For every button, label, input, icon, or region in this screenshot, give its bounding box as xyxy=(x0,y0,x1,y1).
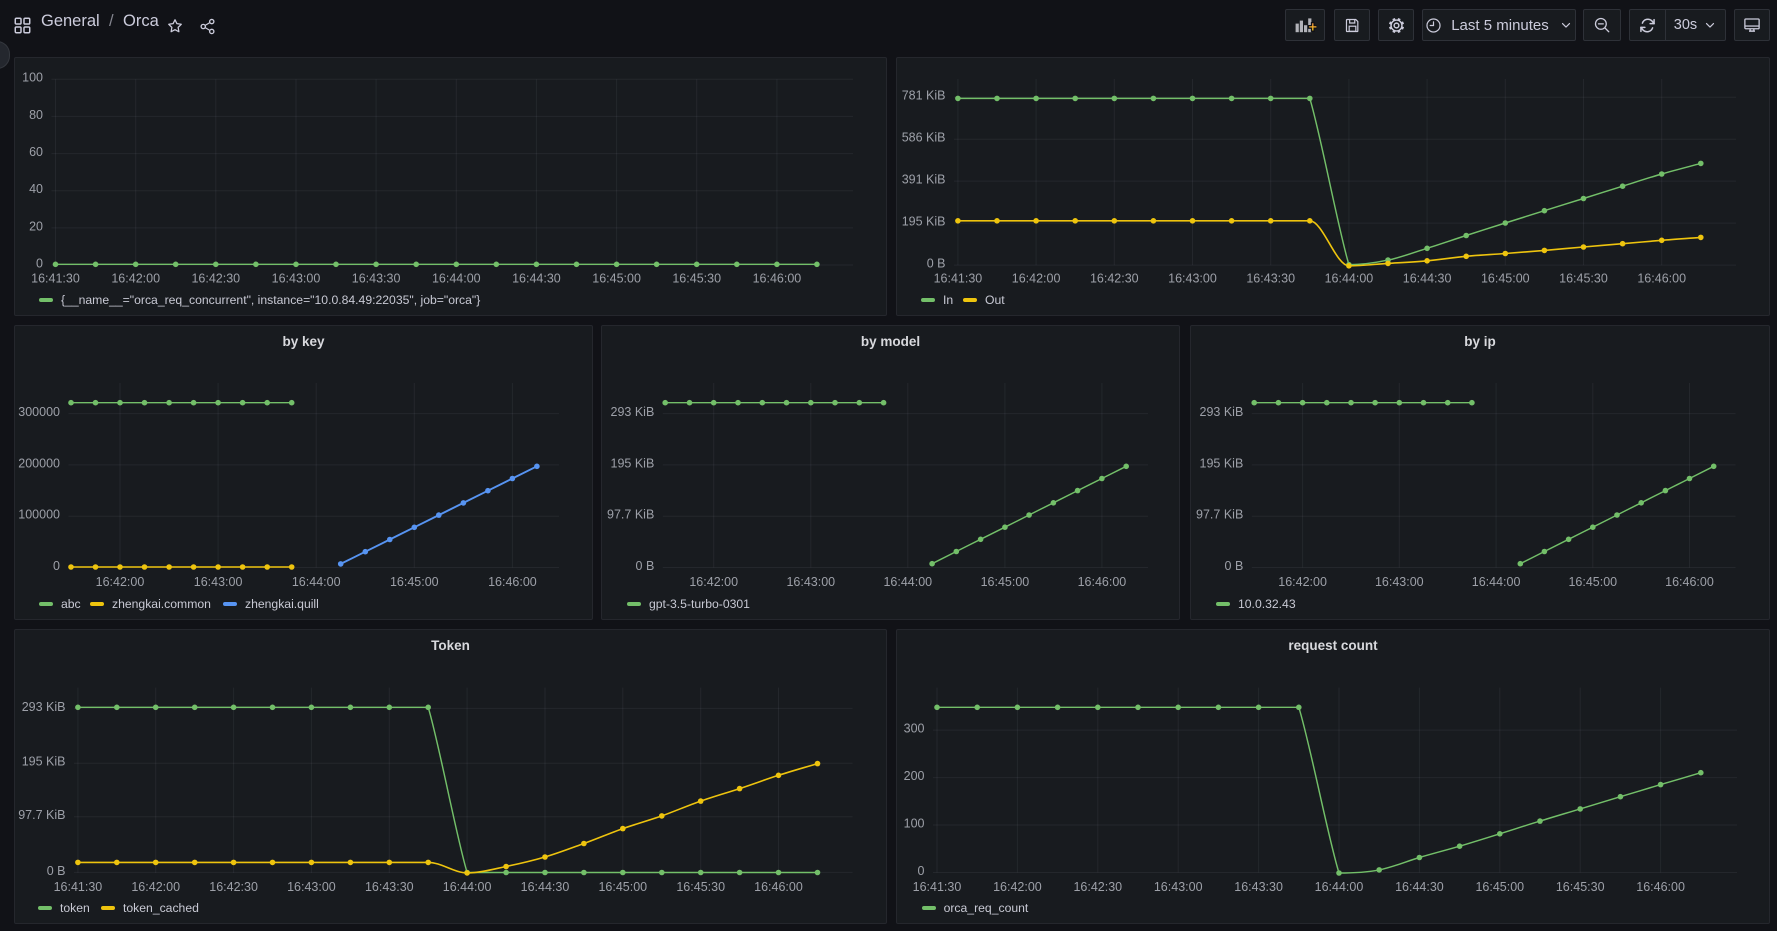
svg-text:16:46:00: 16:46:00 xyxy=(753,271,802,285)
svg-text:16:43:30: 16:43:30 xyxy=(1234,880,1283,894)
svg-text:16:44:30: 16:44:30 xyxy=(512,271,561,285)
svg-text:293 KiB: 293 KiB xyxy=(22,700,66,714)
svg-text:16:45:30: 16:45:30 xyxy=(1556,880,1605,894)
svg-text:16:44:00: 16:44:00 xyxy=(432,271,481,285)
svg-text:16:44:00: 16:44:00 xyxy=(1325,271,1374,285)
svg-text:16:43:30: 16:43:30 xyxy=(365,880,414,894)
svg-text:391 KiB: 391 KiB xyxy=(902,173,946,187)
svg-text:16:42:30: 16:42:30 xyxy=(209,880,258,894)
svg-text:16:41:30: 16:41:30 xyxy=(913,880,962,894)
svg-text:293 KiB: 293 KiB xyxy=(611,405,655,419)
svg-text:195 KiB: 195 KiB xyxy=(1200,456,1244,470)
svg-text:16:46:00: 16:46:00 xyxy=(1078,575,1127,589)
svg-text:16:45:00: 16:45:00 xyxy=(1568,575,1617,589)
svg-text:100000: 100000 xyxy=(18,508,60,522)
svg-text:16:42:00: 16:42:00 xyxy=(993,880,1042,894)
svg-text:97.7 KiB: 97.7 KiB xyxy=(607,508,654,522)
svg-text:16:42:00: 16:42:00 xyxy=(111,271,160,285)
svg-text:80: 80 xyxy=(29,108,43,122)
svg-text:16:46:00: 16:46:00 xyxy=(1637,271,1686,285)
svg-text:16:41:30: 16:41:30 xyxy=(31,271,80,285)
svg-text:16:46:00: 16:46:00 xyxy=(488,575,537,589)
svg-text:200000: 200000 xyxy=(18,456,60,470)
svg-text:16:46:00: 16:46:00 xyxy=(1636,880,1685,894)
svg-text:16:46:00: 16:46:00 xyxy=(1665,575,1714,589)
svg-text:195 KiB: 195 KiB xyxy=(22,755,66,769)
svg-text:16:44:00: 16:44:00 xyxy=(883,575,932,589)
svg-text:0 B: 0 B xyxy=(1225,559,1244,573)
svg-text:16:44:00: 16:44:00 xyxy=(443,880,492,894)
svg-text:16:43:00: 16:43:00 xyxy=(1375,575,1424,589)
svg-text:16:42:30: 16:42:30 xyxy=(1073,880,1122,894)
svg-text:20: 20 xyxy=(29,219,43,233)
svg-text:16:44:30: 16:44:30 xyxy=(521,880,570,894)
svg-text:16:44:30: 16:44:30 xyxy=(1395,880,1444,894)
svg-text:586 KiB: 586 KiB xyxy=(902,131,946,145)
svg-text:16:43:00: 16:43:00 xyxy=(194,575,243,589)
svg-text:16:45:30: 16:45:30 xyxy=(1559,271,1608,285)
svg-text:195 KiB: 195 KiB xyxy=(611,456,655,470)
svg-text:0: 0 xyxy=(36,256,43,270)
svg-text:16:43:00: 16:43:00 xyxy=(1168,271,1217,285)
svg-text:16:42:00: 16:42:00 xyxy=(131,880,180,894)
svg-text:16:45:00: 16:45:00 xyxy=(1481,271,1530,285)
svg-text:16:45:00: 16:45:00 xyxy=(981,575,1030,589)
svg-text:200: 200 xyxy=(904,769,925,783)
svg-text:0 B: 0 B xyxy=(636,559,655,573)
svg-text:293 KiB: 293 KiB xyxy=(1200,405,1244,419)
svg-text:300: 300 xyxy=(904,722,925,736)
svg-text:0: 0 xyxy=(53,559,60,573)
svg-text:16:45:30: 16:45:30 xyxy=(676,880,725,894)
svg-text:16:42:00: 16:42:00 xyxy=(96,575,145,589)
svg-text:16:43:00: 16:43:00 xyxy=(287,880,336,894)
svg-text:16:42:00: 16:42:00 xyxy=(689,575,738,589)
svg-text:300000: 300000 xyxy=(18,405,60,419)
svg-text:16:43:00: 16:43:00 xyxy=(272,271,321,285)
svg-text:16:41:30: 16:41:30 xyxy=(54,880,103,894)
svg-text:16:45:00: 16:45:00 xyxy=(592,271,641,285)
svg-text:40: 40 xyxy=(29,182,43,196)
svg-text:16:42:30: 16:42:30 xyxy=(1090,271,1139,285)
svg-text:16:45:30: 16:45:30 xyxy=(672,271,721,285)
svg-text:16:44:00: 16:44:00 xyxy=(292,575,341,589)
svg-text:0: 0 xyxy=(918,864,925,878)
svg-text:60: 60 xyxy=(29,145,43,159)
svg-text:97.7 KiB: 97.7 KiB xyxy=(1196,508,1243,522)
svg-text:16:44:30: 16:44:30 xyxy=(1403,271,1452,285)
svg-text:97.7 KiB: 97.7 KiB xyxy=(18,808,65,822)
svg-text:781 KiB: 781 KiB xyxy=(902,89,946,103)
svg-text:16:44:00: 16:44:00 xyxy=(1472,575,1521,589)
svg-text:16:45:00: 16:45:00 xyxy=(598,880,647,894)
svg-text:0 B: 0 B xyxy=(927,257,946,271)
svg-text:100: 100 xyxy=(22,71,43,85)
svg-text:16:45:00: 16:45:00 xyxy=(390,575,439,589)
svg-text:16:46:00: 16:46:00 xyxy=(754,880,803,894)
svg-text:16:42:00: 16:42:00 xyxy=(1278,575,1327,589)
svg-text:16:41:30: 16:41:30 xyxy=(934,271,983,285)
svg-text:0 B: 0 B xyxy=(47,864,66,878)
svg-text:16:43:30: 16:43:30 xyxy=(352,271,401,285)
svg-text:16:44:00: 16:44:00 xyxy=(1315,880,1364,894)
svg-text:195 KiB: 195 KiB xyxy=(902,215,946,229)
svg-text:16:43:00: 16:43:00 xyxy=(786,575,835,589)
svg-text:16:45:00: 16:45:00 xyxy=(1475,880,1524,894)
svg-text:100: 100 xyxy=(904,816,925,830)
svg-text:16:42:00: 16:42:00 xyxy=(1012,271,1061,285)
svg-text:16:42:30: 16:42:30 xyxy=(191,271,240,285)
svg-text:16:43:30: 16:43:30 xyxy=(1246,271,1295,285)
svg-text:16:43:00: 16:43:00 xyxy=(1154,880,1203,894)
